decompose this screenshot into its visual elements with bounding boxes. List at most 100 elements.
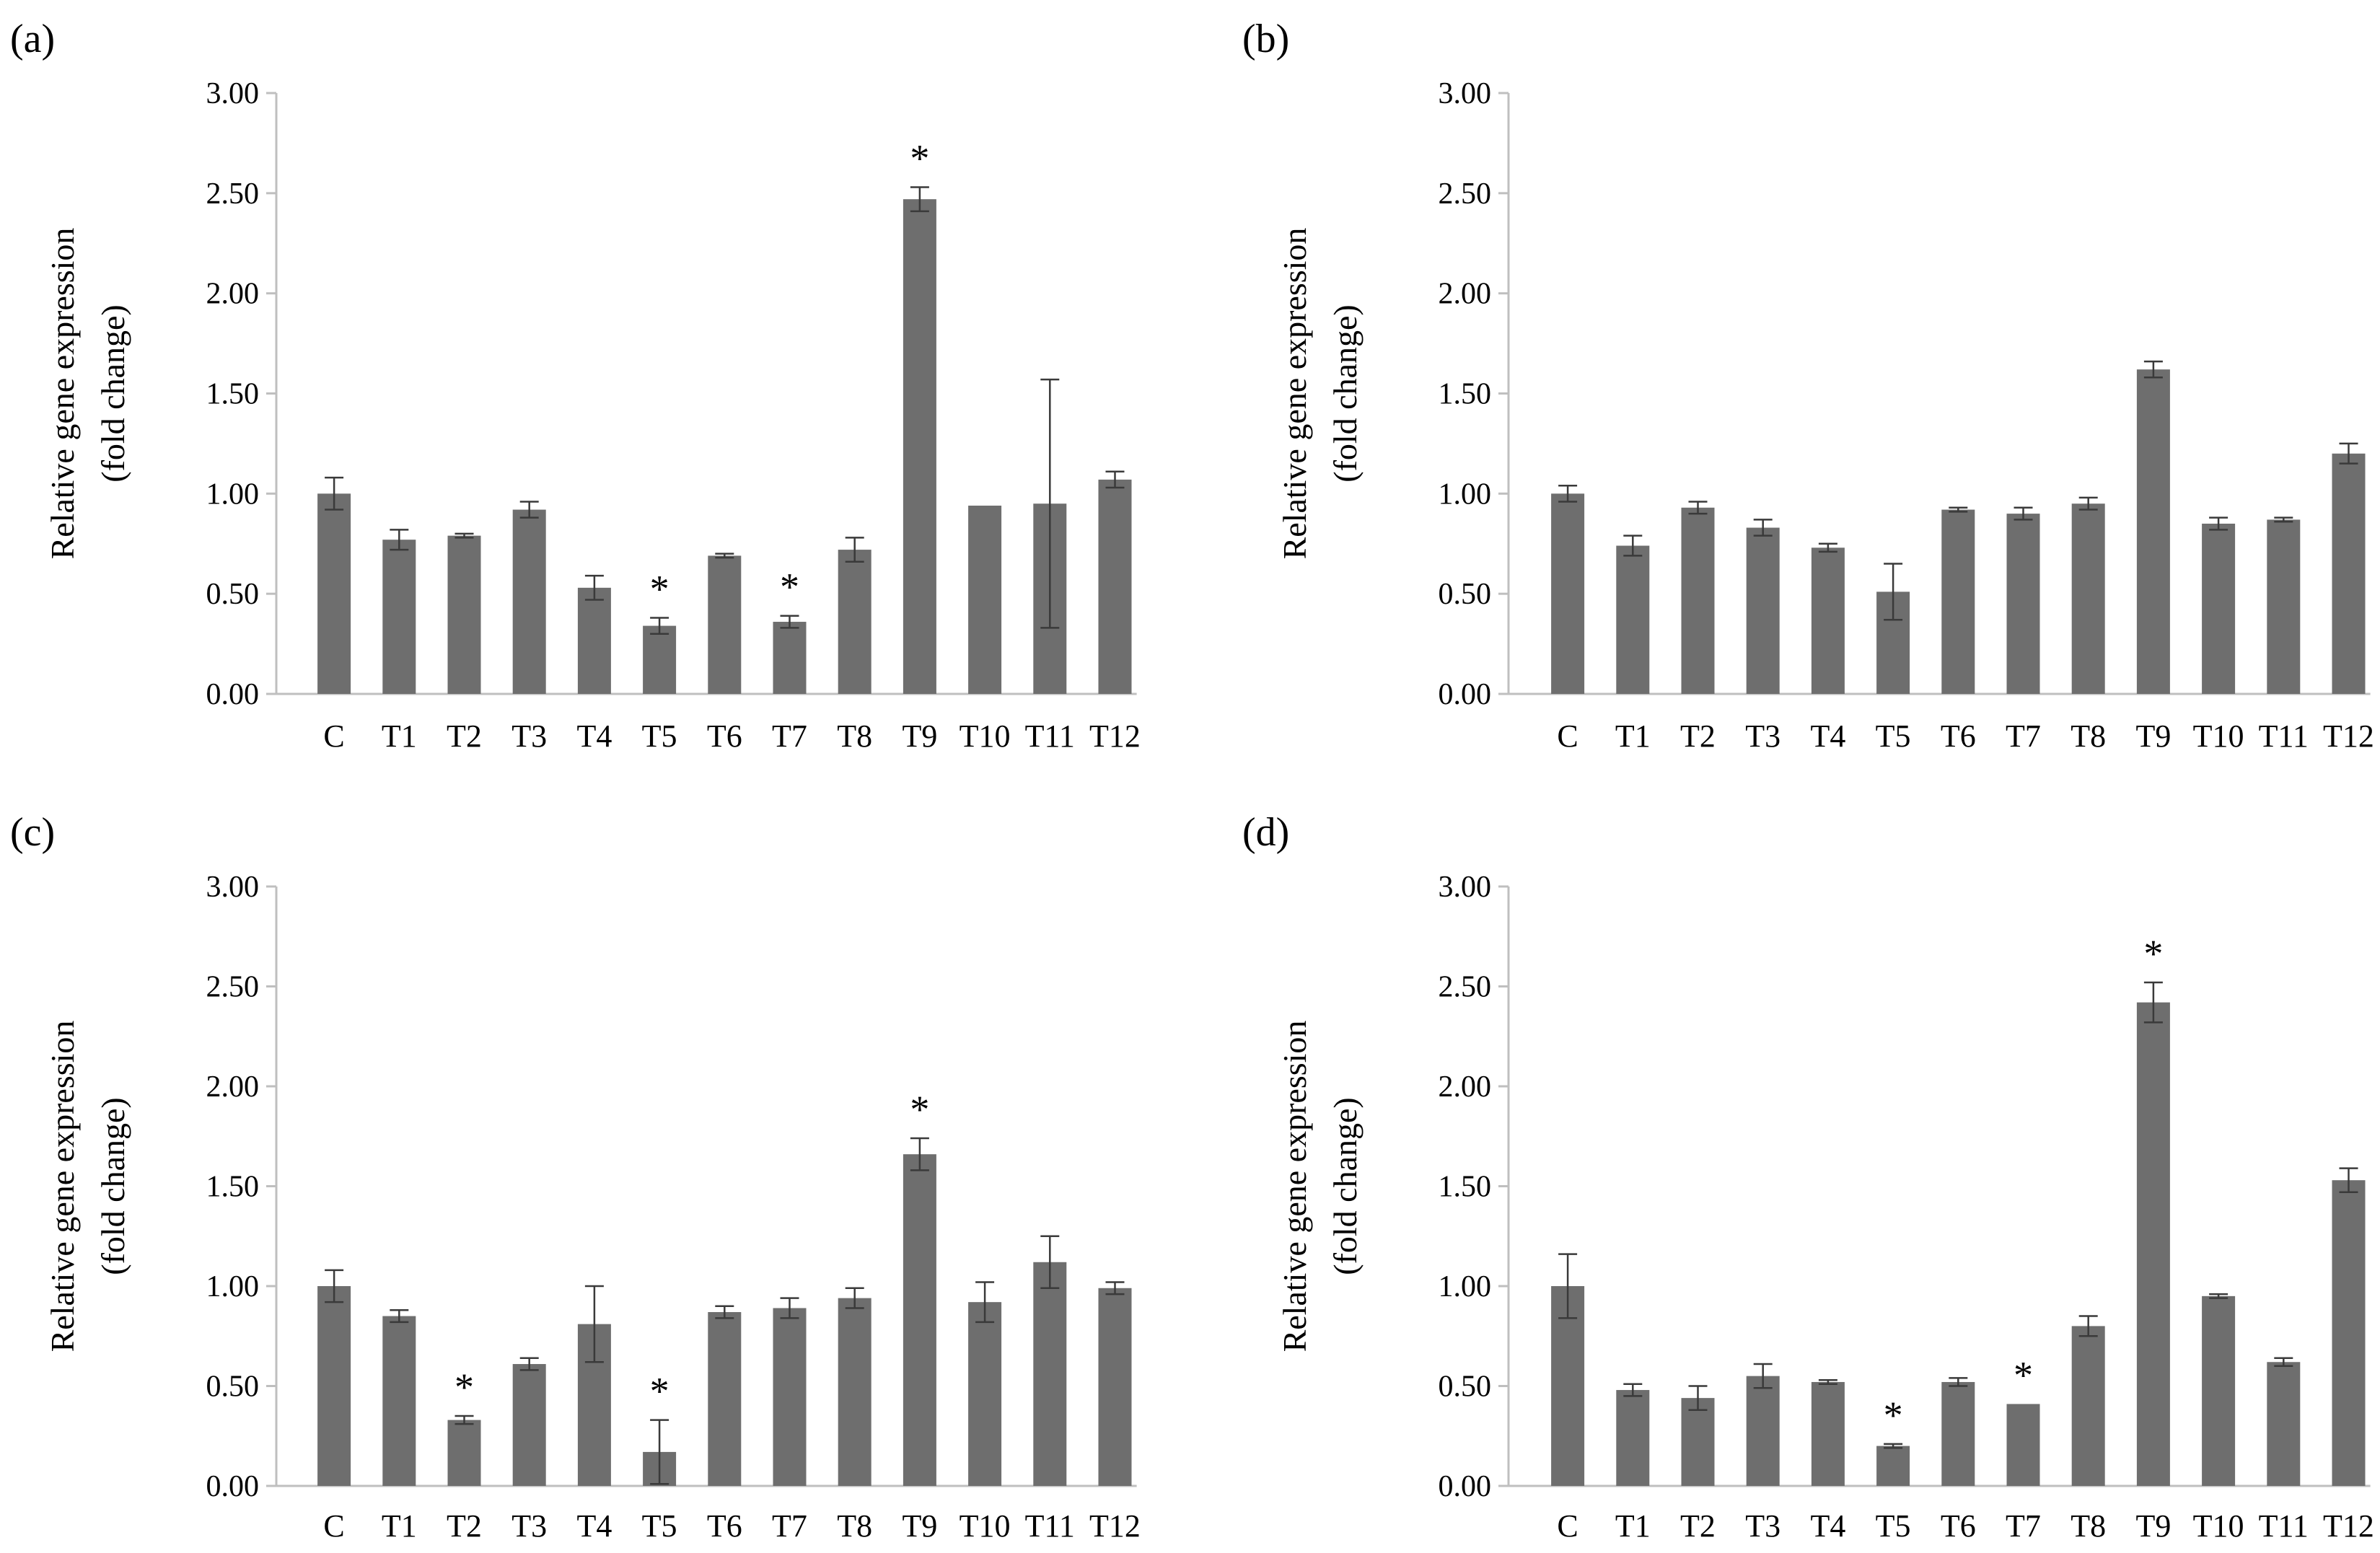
y-tick-label: 0.50 xyxy=(206,1371,260,1404)
bar xyxy=(2006,1404,2040,1486)
bar xyxy=(708,1312,742,1486)
y-tick-label: 1.50 xyxy=(1439,378,1492,411)
bar xyxy=(1746,527,1780,694)
y-tick-label: 3.00 xyxy=(206,77,260,110)
y-tick-label: 1.00 xyxy=(1439,1270,1492,1303)
x-tick-label: C xyxy=(323,718,344,754)
x-tick-label: T7 xyxy=(2006,1508,2041,1544)
bar xyxy=(1746,1376,1780,1486)
x-tick-label: T9 xyxy=(902,718,937,754)
bar xyxy=(773,1308,807,1486)
x-tick-label: C xyxy=(323,1508,344,1544)
y-tick-label: 1.00 xyxy=(206,478,260,511)
panel-label: (a) xyxy=(10,17,55,61)
y-tick-label: 1.00 xyxy=(1439,478,1492,511)
x-tick-label: T10 xyxy=(960,1508,1011,1544)
bar xyxy=(643,625,677,694)
bar xyxy=(2267,1362,2301,1486)
x-tick-label: T12 xyxy=(2323,718,2374,754)
bar xyxy=(2202,523,2236,694)
bar xyxy=(1681,1398,1715,1486)
chart-panel: (a) Relative gene expression (fold change)… xyxy=(10,17,1141,754)
x-tick-label: T9 xyxy=(2135,1508,2171,1544)
y-axis-subtitle: (fold change) xyxy=(1327,304,1364,483)
panel-label: (d) xyxy=(1242,810,1289,855)
x-tick-label: T8 xyxy=(837,1508,872,1544)
bar xyxy=(512,509,546,694)
bar xyxy=(1551,493,1585,694)
bar xyxy=(1616,545,1650,694)
x-tick-label: T6 xyxy=(707,718,742,754)
y-axis-title: Relative gene expression xyxy=(1276,228,1313,560)
x-tick-label: T3 xyxy=(1745,1508,1780,1544)
y-tick-label: 0.00 xyxy=(1439,678,1492,711)
bar xyxy=(903,199,936,694)
significance-star: * xyxy=(2014,1353,2033,1396)
bar xyxy=(447,535,481,694)
bar xyxy=(1811,547,1845,694)
bar xyxy=(1941,1381,1975,1486)
bar xyxy=(968,505,1002,694)
x-tick-label: T2 xyxy=(447,718,482,754)
bar xyxy=(708,555,742,694)
x-tick-label: T1 xyxy=(1615,718,1651,754)
x-tick-label: T8 xyxy=(2071,718,2106,754)
x-tick-label: T9 xyxy=(2135,718,2171,754)
x-tick-label: T5 xyxy=(642,1508,677,1544)
y-tick-label: 2.00 xyxy=(1439,278,1492,311)
x-tick-label: T2 xyxy=(447,1508,482,1544)
x-tick-label: T6 xyxy=(707,1508,742,1544)
y-tick-label: 0.50 xyxy=(1439,1371,1492,1404)
bar xyxy=(1033,1262,1067,1486)
x-tick-label: T2 xyxy=(1680,718,1716,754)
panel-label: (b) xyxy=(1242,17,1289,61)
x-tick-label: T11 xyxy=(2259,718,2309,754)
y-axis-title: Relative gene expression xyxy=(44,1021,81,1352)
y-axis-title: Relative gene expression xyxy=(44,228,81,560)
y-tick-label: 2.00 xyxy=(1439,1070,1492,1104)
x-tick-label: T4 xyxy=(576,1508,612,1544)
y-tick-label: 2.50 xyxy=(206,177,260,211)
x-tick-label: T10 xyxy=(2193,718,2244,754)
bar xyxy=(2332,453,2366,694)
bar xyxy=(2006,514,2040,694)
x-tick-label: T3 xyxy=(511,1508,547,1544)
x-tick-label: T8 xyxy=(837,718,872,754)
y-axis-subtitle: (fold change) xyxy=(95,1097,131,1275)
y-tick-label: 2.00 xyxy=(206,278,260,311)
x-tick-label: T10 xyxy=(2193,1508,2244,1544)
bar xyxy=(2136,1002,2170,1486)
y-tick-label: 2.50 xyxy=(1439,177,1492,211)
y-tick-label: 0.00 xyxy=(206,1470,260,1503)
bar xyxy=(1098,1288,1132,1486)
chart-panel: (b) Relative gene expression (fold change)… xyxy=(1242,17,2374,754)
bar xyxy=(2071,1326,2105,1486)
significance-star: * xyxy=(650,567,669,610)
bar xyxy=(1616,1390,1650,1486)
x-tick-label: T6 xyxy=(1941,1508,1976,1544)
y-tick-label: 2.00 xyxy=(206,1070,260,1104)
x-tick-label: T5 xyxy=(642,718,677,754)
y-tick-label: 2.50 xyxy=(1439,971,1492,1004)
x-tick-label: T7 xyxy=(772,1508,807,1544)
bar xyxy=(382,540,416,694)
bar xyxy=(1941,509,1975,694)
x-tick-label: T1 xyxy=(1615,1508,1651,1544)
significance-star: * xyxy=(455,1365,474,1409)
y-tick-label: 1.00 xyxy=(206,1270,260,1303)
bar xyxy=(968,1302,1002,1486)
bar xyxy=(1551,1286,1585,1486)
y-tick-label: 2.50 xyxy=(206,971,260,1004)
y-tick-label: 1.50 xyxy=(1439,1171,1492,1204)
bar xyxy=(2202,1295,2236,1486)
x-tick-label: T4 xyxy=(1810,1508,1845,1544)
bar xyxy=(903,1154,936,1486)
y-tick-label: 0.50 xyxy=(1439,578,1492,611)
x-tick-label: T3 xyxy=(1745,718,1780,754)
bar xyxy=(2136,369,2170,694)
chart-panel: (d) Relative gene expression (fold change)… xyxy=(1242,810,2374,1544)
bar xyxy=(2071,503,2105,694)
significance-star: * xyxy=(2143,932,2163,975)
significance-star: * xyxy=(1884,1394,1903,1437)
